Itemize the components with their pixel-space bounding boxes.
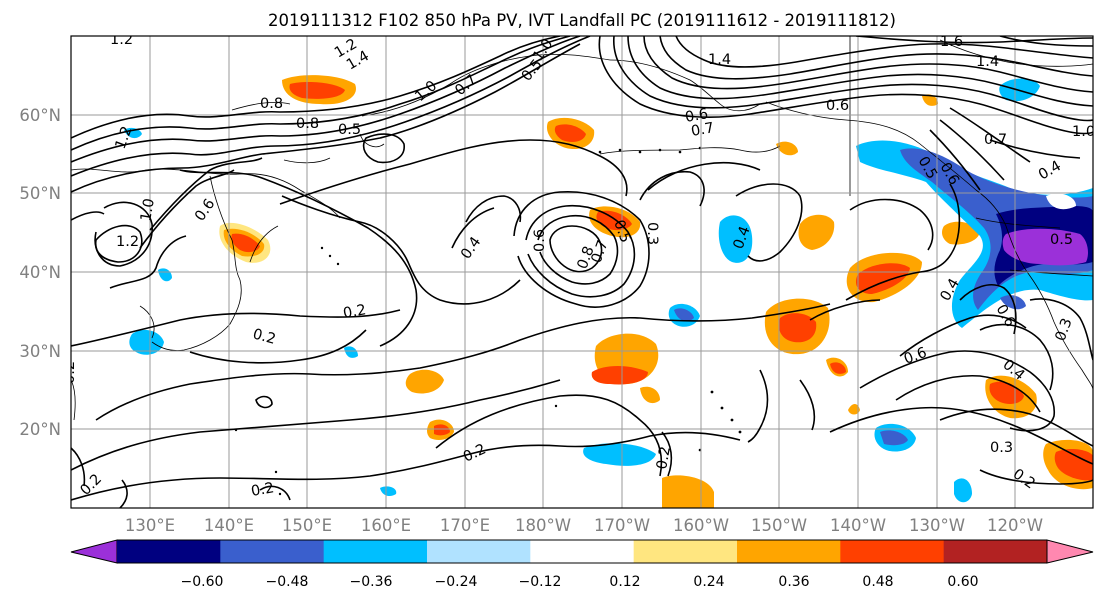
contour-label: 1.4 (708, 52, 731, 68)
colorbar-segment (634, 540, 738, 563)
contour-label: 1.2 (110, 32, 133, 48)
lon-label: 150°E (282, 516, 332, 535)
lat-label: 20°N (19, 420, 61, 439)
lon-label: 170°E (440, 516, 490, 535)
colorbar-segment (530, 540, 634, 563)
colorbar-tick-label: 0.48 (862, 574, 893, 590)
colorbar-tick-label: 0.60 (947, 574, 978, 590)
colorbar-tick-label: −0.60 (181, 574, 224, 590)
colorbar-segment (840, 540, 944, 563)
colorbar-segments (117, 540, 1048, 563)
contour-label: 0.5 (338, 122, 361, 138)
colorbar-tick-label: −0.12 (519, 574, 562, 590)
colorbar-tick-label: −0.36 (350, 574, 393, 590)
lon-label: 120°W (987, 516, 1043, 535)
lat-label: 60°N (19, 106, 61, 125)
longitude-labels: 130°E 140°E 150°E 160°E 170°E 180°W 170°… (125, 516, 1043, 535)
lon-label: 160°W (673, 516, 729, 535)
lat-label: 30°N (19, 342, 61, 361)
contour-label: 1.0 (1072, 124, 1095, 140)
colorbar-tick-label: 0.24 (693, 574, 724, 590)
colorbar-segment (737, 540, 841, 563)
latitude-labels: 60°N 50°N 40°N 30°N 20°N (19, 106, 61, 439)
contour-label: 0.2 (62, 361, 78, 384)
contour-label: 0.6 (826, 98, 849, 114)
colorbar-tick-label: −0.48 (266, 574, 309, 590)
contour-label: 0.6 (532, 229, 548, 252)
lon-label: 130°W (909, 516, 965, 535)
colorbar-extend-low (71, 540, 117, 563)
colorbar: −0.60 −0.48 −0.36 −0.24 −0.12 0.12 0.24 … (71, 540, 1093, 590)
colorbar-tick-label: 0.12 (609, 574, 640, 590)
contour-label: 0.5 (1050, 232, 1073, 248)
lon-label: 170°W (594, 516, 650, 535)
colorbar-segment (427, 540, 531, 563)
colorbar-ticks: −0.60 −0.48 −0.36 −0.24 −0.12 0.12 0.24 … (181, 574, 979, 590)
contour-label: 0.7 (984, 132, 1007, 148)
contour-label: 0.8 (296, 116, 319, 132)
lon-label: 140°E (204, 516, 254, 535)
colorbar-segment (117, 540, 221, 563)
contour-label: 0.3 (990, 440, 1013, 456)
colorbar-extend-high (1047, 540, 1093, 563)
lon-label: 180°W (515, 516, 571, 535)
lon-label: 140°W (830, 516, 886, 535)
contour-label: 1.4 (976, 54, 999, 70)
lon-label: 160°E (361, 516, 411, 535)
lat-label: 50°N (19, 184, 61, 203)
colorbar-segment (944, 540, 1048, 563)
colorbar-segment (220, 540, 324, 563)
colorbar-tick-label: 0.36 (778, 574, 809, 590)
contour-label: 0.8 (260, 96, 283, 112)
contour-label: 0.3 (644, 222, 660, 245)
map-title: 2019111312 F102 850 hPa PV, IVT Landfall… (268, 11, 896, 30)
colorbar-tick-label: −0.24 (435, 574, 478, 590)
lon-label: 130°E (125, 516, 175, 535)
colorbar-segment (324, 540, 428, 563)
lat-label: 40°N (19, 263, 61, 282)
contour-label: 1.2 (116, 234, 139, 250)
lon-label: 150°W (751, 516, 807, 535)
